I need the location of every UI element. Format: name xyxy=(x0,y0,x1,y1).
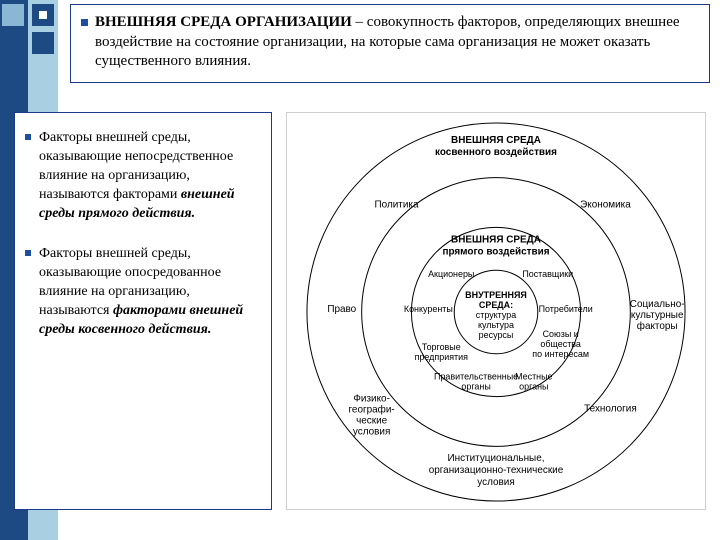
ring3-title-1: ВНЕШНЯЯ СРЕДА xyxy=(451,135,541,146)
direct-gov-2: органы xyxy=(461,382,490,392)
definition-box: ВНЕШНЯЯ СРЕДА ОРГАНИЗАЦИИ – совокупность… xyxy=(70,4,710,83)
indirect-phys-1: Физико- xyxy=(353,394,390,405)
factors-text-panel: Факторы внешней среды, оказывающие непос… xyxy=(14,112,272,510)
direct-unions-2: общества xyxy=(540,339,581,349)
center-l5: ресурсы xyxy=(479,330,514,340)
indirect-inst-3: условия xyxy=(477,477,514,488)
direct-trade-1: Торговые xyxy=(422,342,461,352)
center-l4: культура xyxy=(478,320,514,330)
indirect-socio-3: факторы xyxy=(637,321,678,332)
indirect-phys-2: географи- xyxy=(349,404,395,415)
direct-trade-2: предприятия xyxy=(415,352,469,362)
direct-shareholders: Акционеры xyxy=(428,269,474,279)
bullet-icon xyxy=(25,250,31,256)
indirect-socio-1: Социально- xyxy=(630,299,685,310)
direct-suppliers: Поставщики xyxy=(522,269,573,279)
stripe-square xyxy=(2,4,24,26)
indirect-inst-1: Институциональные, xyxy=(447,453,544,464)
direct-unions-1: Союзы и xyxy=(543,329,579,339)
ring2-title-2: прямого воздействия xyxy=(442,246,549,257)
ring3-title-2: косвенного воздействия xyxy=(435,147,557,158)
direct-gov-1: Правительственные xyxy=(434,372,518,382)
direct-unions-3: по интересам xyxy=(532,349,589,359)
stripe-square xyxy=(32,32,54,54)
center-l3: структура xyxy=(476,310,516,320)
list-item: Факторы внешней среды, оказывающие непос… xyxy=(39,129,261,223)
direct-local-1: Местные xyxy=(515,372,552,382)
bullet-icon xyxy=(81,19,88,26)
indirect-politics: Политика xyxy=(375,200,419,211)
indirect-phys-3: ческие xyxy=(356,415,388,426)
indirect-economy: Экономика xyxy=(580,200,631,211)
indirect-inst-2: организационно-технические xyxy=(429,465,564,476)
center-l2: СРЕДА: xyxy=(479,300,513,310)
definition-term: ВНЕШНЯЯ СРЕДА ОРГАНИЗАЦИИ xyxy=(95,14,352,30)
indirect-socio-2: культурные xyxy=(631,310,684,321)
environment-diagram: ВНУТРЕННЯЯ СРЕДА: структура культура рес… xyxy=(286,112,706,510)
indirect-phys-4: условия xyxy=(353,426,390,437)
bullet-icon xyxy=(25,134,31,140)
stripe-square xyxy=(32,4,54,26)
indirect-tech: Технология xyxy=(584,403,637,414)
center-l1: ВНУТРЕННЯЯ xyxy=(465,290,527,300)
indirect-law: Право xyxy=(327,304,356,315)
direct-competitors: Конкуренты xyxy=(404,304,453,314)
direct-consumers: Потребители xyxy=(539,304,593,314)
direct-local-2: органы xyxy=(519,382,548,392)
ring2-title-1: ВНЕШНЯЯ СРЕДА xyxy=(451,234,541,245)
list-item: Факторы внешней среды, оказывающие опоср… xyxy=(39,245,261,339)
